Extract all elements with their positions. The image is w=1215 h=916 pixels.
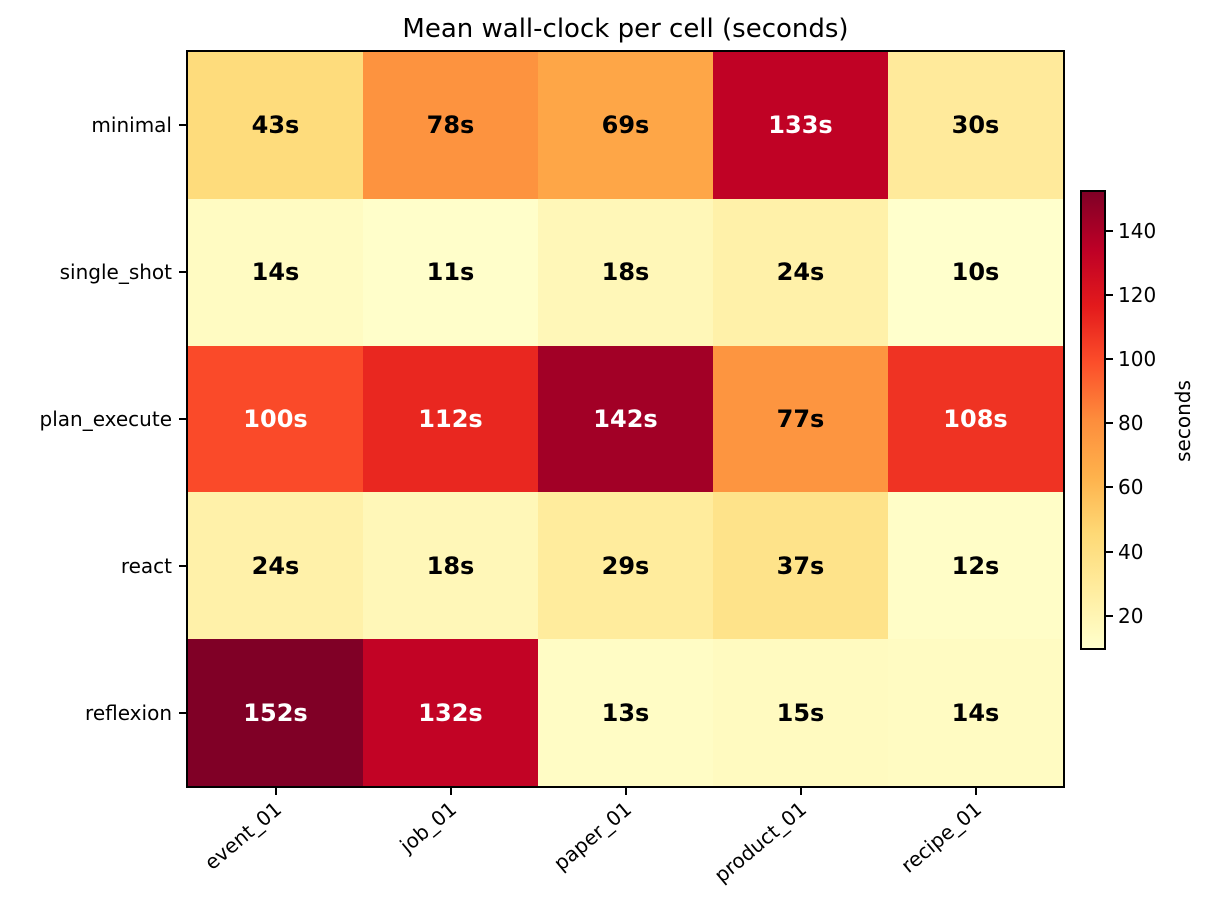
heatmap-cell-single_shot-paper_01: 18s (538, 198, 713, 346)
x-tick-mark (799, 788, 802, 795)
y-tick-mark (179, 564, 186, 567)
colorbar-tick-mark (1106, 357, 1113, 360)
heatmap-grid: 43s 78s 69s 133s 30s 14s 11s 18s 24s 10s 100s 112s 1… (188, 52, 1063, 786)
x-tick-label-recipe_01: recipe_01 (895, 796, 986, 878)
y-tick-mark (179, 124, 186, 127)
y-tick-label-single_shot: single_shot (59, 260, 172, 285)
heatmap-cell-react-job_01: 18s (363, 492, 538, 640)
heatmap-cell-single_shot-product_01: 24s (713, 198, 888, 346)
x-tick-label-job_01: job_01 (394, 796, 461, 858)
colorbar-tick-mark (1106, 422, 1113, 425)
colorbar-axis-label: seconds (1171, 380, 1195, 462)
heatmap-cell-plan_execute-product_01: 77s (713, 345, 888, 493)
y-tick-mark (179, 711, 186, 714)
colorbar-tick-mark (1106, 229, 1113, 232)
colorbar-tick-label-140: 140 (1118, 218, 1157, 243)
heatmap-cell-minimal-recipe_01: 30s (888, 52, 1063, 199)
colorbar-gradient (1082, 192, 1104, 648)
y-tick-label-minimal: minimal (91, 113, 172, 138)
heatmap-cell-minimal-paper_01: 69s (538, 52, 713, 199)
heatmap-cell-plan_execute-recipe_01: 108s (888, 345, 1063, 493)
colorbar-tick-label-40: 40 (1118, 539, 1144, 564)
heatmap-cell-minimal-product_01: 133s (713, 52, 888, 199)
y-tick-label-plan_execute: plan_execute (39, 407, 172, 431)
x-tick-mark (274, 788, 277, 795)
x-tick-label-paper_01: paper_01 (548, 796, 636, 876)
heatmap-cell-single_shot-recipe_01: 10s (888, 198, 1063, 346)
heatmap-cell-react-paper_01: 29s (538, 492, 713, 640)
colorbar-tick-mark (1106, 614, 1113, 617)
heatmap-cell-single_shot-job_01: 11s (363, 198, 538, 346)
x-tick-mark (449, 788, 452, 795)
heatmap-cell-plan_execute-paper_01: 142s (538, 345, 713, 493)
x-tick-label-product_01: product_01 (709, 796, 811, 888)
x-tick-mark (974, 788, 977, 795)
colorbar-tick-label-100: 100 (1118, 346, 1157, 371)
heatmap-cell-plan_execute-job_01: 112s (363, 345, 538, 493)
heatmap-cell-single_shot-event_01: 14s (188, 198, 363, 346)
heatmap-cell-reflexion-paper_01: 13s (538, 639, 713, 786)
x-tick-mark (624, 788, 627, 795)
heatmap-cell-react-product_01: 37s (713, 492, 888, 640)
colorbar-tick-label-60: 60 (1118, 475, 1144, 500)
heatmap-cell-reflexion-recipe_01: 14s (888, 639, 1063, 786)
chart-title: Mean wall-clock per cell (seconds) (402, 14, 849, 44)
heatmap-cell-reflexion-event_01: 152s (188, 639, 363, 786)
y-tick-mark (179, 271, 186, 274)
colorbar-tick-label-80: 80 (1118, 411, 1144, 436)
colorbar-tick-mark (1106, 550, 1113, 553)
y-tick-label-react: react (120, 553, 172, 578)
colorbar-tick-label-120: 120 (1118, 282, 1157, 307)
heatmap-cell-minimal-job_01: 78s (363, 52, 538, 199)
x-tick-label-event_01: event_01 (199, 796, 286, 875)
colorbar-tick-label-20: 20 (1118, 603, 1144, 628)
heatmap-cell-react-event_01: 24s (188, 492, 363, 640)
heatmap-cell-plan_execute-event_01: 100s (188, 345, 363, 493)
heatmap-cell-reflexion-job_01: 132s (363, 639, 538, 786)
heatmap-cell-react-recipe_01: 12s (888, 492, 1063, 640)
heatmap-cell-reflexion-product_01: 15s (713, 639, 888, 786)
y-tick-label-reflexion: reflexion (85, 700, 172, 725)
y-tick-mark (179, 418, 186, 420)
colorbar-tick-mark (1106, 486, 1113, 489)
colorbar-tick-mark (1106, 293, 1113, 296)
heatmap-cell-minimal-event_01: 43s (188, 52, 363, 199)
